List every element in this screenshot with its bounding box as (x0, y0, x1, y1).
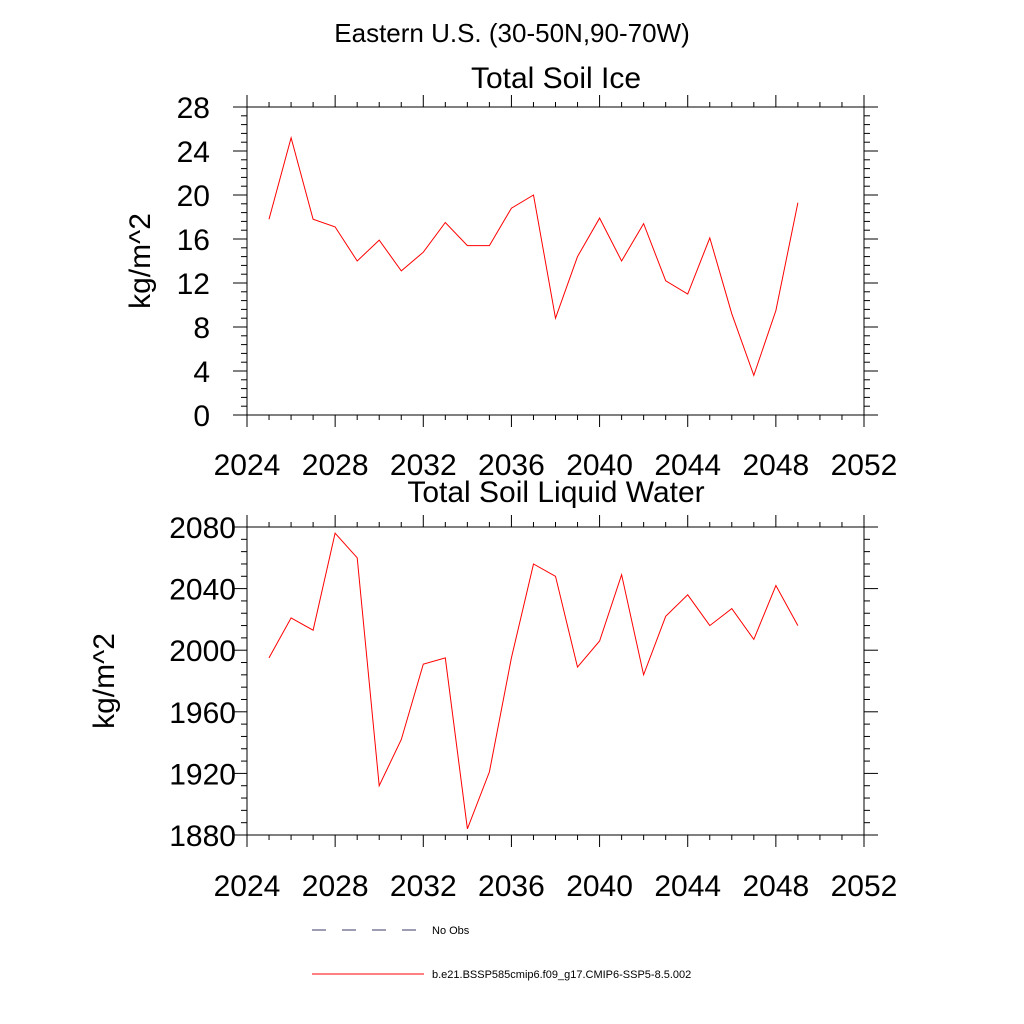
series-line (268, 135, 799, 377)
x-tick-label: 2024 (214, 870, 281, 903)
y-tick-label: 24 (177, 136, 210, 169)
y-axis-label: kg/m^2 (124, 213, 157, 309)
y-tick-label: 20 (177, 180, 210, 213)
x-tick-label: 2044 (654, 870, 721, 903)
x-tick-label: 2036 (478, 870, 545, 903)
x-tick-label: 2032 (390, 870, 457, 903)
plot-frame (246, 526, 865, 836)
x-tick-label: 2024 (214, 449, 281, 482)
axis-ticks (233, 515, 878, 847)
x-tick-label: 2044 (654, 449, 721, 482)
y-tick-label: 2080 (169, 512, 236, 545)
y-tick-label: 2000 (169, 635, 236, 668)
chart-panel-soil-ice: Total Soil Ice kg/m^2 2024 2028 2032 2036 20… (124, 62, 897, 482)
tick-labels: 2024 2028 2032 2036 2040 2044 2048 205204812162… (177, 92, 898, 482)
x-tick-label: 2040 (566, 870, 633, 903)
y-tick-label: 16 (177, 224, 210, 257)
y-tick-label: 1920 (169, 758, 236, 791)
tick-labels: 2024 2028 2032 2036 2040 2044 2048 2052 1880 1920… (169, 512, 897, 903)
x-tick-label: 2032 (390, 449, 457, 482)
x-tick-label: 2052 (831, 449, 898, 482)
x-tick-label: 2048 (742, 870, 809, 903)
figure-suptitle: Eastern U.S. (30-50N,90-70W) (334, 18, 689, 48)
legend-label-no-obs: No Obs (432, 925, 470, 937)
series-marks (268, 532, 799, 829)
x-tick-label: 2036 (478, 449, 545, 482)
x-tick-label: 2048 (742, 449, 809, 482)
y-tick-label: 2040 (169, 574, 236, 607)
chart-panel-soil-liquid-water: Total Soil Liquid Water kg/m^2 2024 2028 2… (88, 476, 897, 903)
y-tick-label: 1960 (169, 697, 236, 730)
series-line (268, 532, 799, 829)
y-tick-label: 0 (193, 400, 210, 433)
legend: No Obs b.e21.BSSP585cmip6.f09_g17.CMIP6-… (312, 925, 691, 981)
plot-frame (246, 106, 865, 416)
y-tick-label: 1880 (169, 820, 236, 853)
x-tick-label: 2052 (831, 870, 898, 903)
y-axis-label: kg/m^2 (88, 633, 121, 729)
axis-ticks (233, 95, 878, 427)
x-tick-label: 2028 (302, 870, 369, 903)
x-tick-label: 2028 (302, 449, 369, 482)
y-tick-label: 28 (177, 92, 210, 125)
series-marks (268, 135, 799, 377)
legend-label-model: b.e21.BSSP585cmip6.f09_g17.CMIP6-SSP5-8.… (432, 969, 691, 981)
x-tick-label: 2040 (566, 449, 633, 482)
y-tick-label: 8 (193, 312, 210, 345)
y-tick-label: 4 (193, 356, 210, 389)
chart-title: Total Soil Ice (471, 62, 641, 95)
y-tick-label: 12 (177, 268, 210, 301)
chart-title: Total Soil Liquid Water (407, 476, 704, 509)
